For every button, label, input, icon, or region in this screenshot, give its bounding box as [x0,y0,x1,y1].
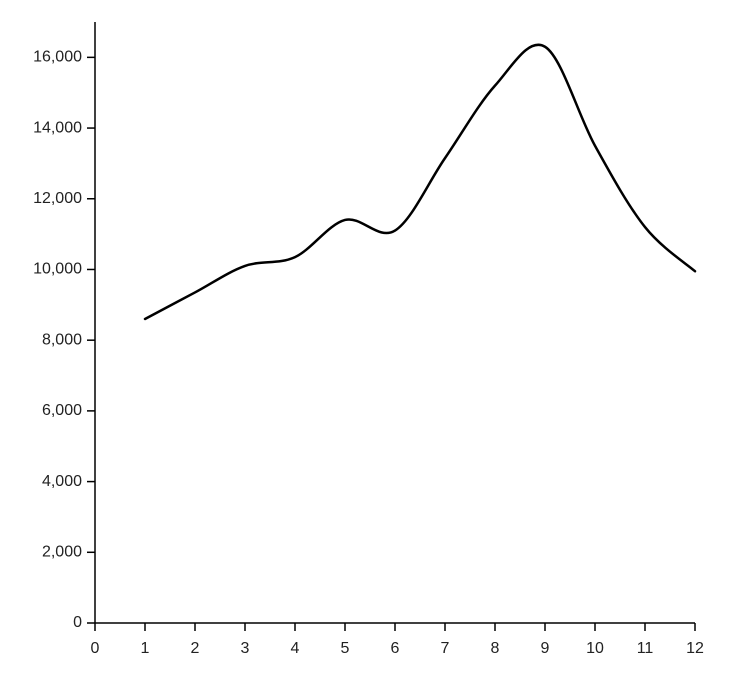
y-tick-label: 2,000 [42,544,82,561]
x-tick-label: 5 [341,640,350,657]
y-tick-label: 6,000 [42,402,82,419]
x-tick-label: 2 [191,640,200,657]
x-tick-label: 6 [391,640,400,657]
x-tick-label: 3 [241,640,250,657]
x-tick-label: 11 [637,640,654,657]
x-tick-label: 0 [91,640,100,657]
x-tick-label: 1 [141,640,150,657]
x-tick-label: 9 [541,640,550,657]
x-axis: 0 1 2 3 4 5 6 7 8 9 10 11 12 [91,622,704,657]
y-tick-label: 16,000 [33,49,82,66]
y-tick-label: 8,000 [42,331,82,348]
y-tick-label: 10,000 [33,261,82,278]
plot-area [143,43,697,321]
series-line [143,43,697,321]
y-tick-label: 14,000 [33,119,82,136]
x-tick-label: 10 [586,640,604,657]
x-tick-label: 4 [291,640,300,657]
y-tick-label: 12,000 [33,190,82,207]
y-axis: 0 2,000 4,000 6,000 8,000 10,000 12,000 14,000 1… [33,22,96,631]
x-tick-label: 8 [491,640,500,657]
y-tick-label: 0 [73,614,82,631]
y-tick-label: 4,000 [42,473,82,490]
x-tick-label: 7 [441,640,450,657]
x-tick-label: 12 [686,640,704,657]
